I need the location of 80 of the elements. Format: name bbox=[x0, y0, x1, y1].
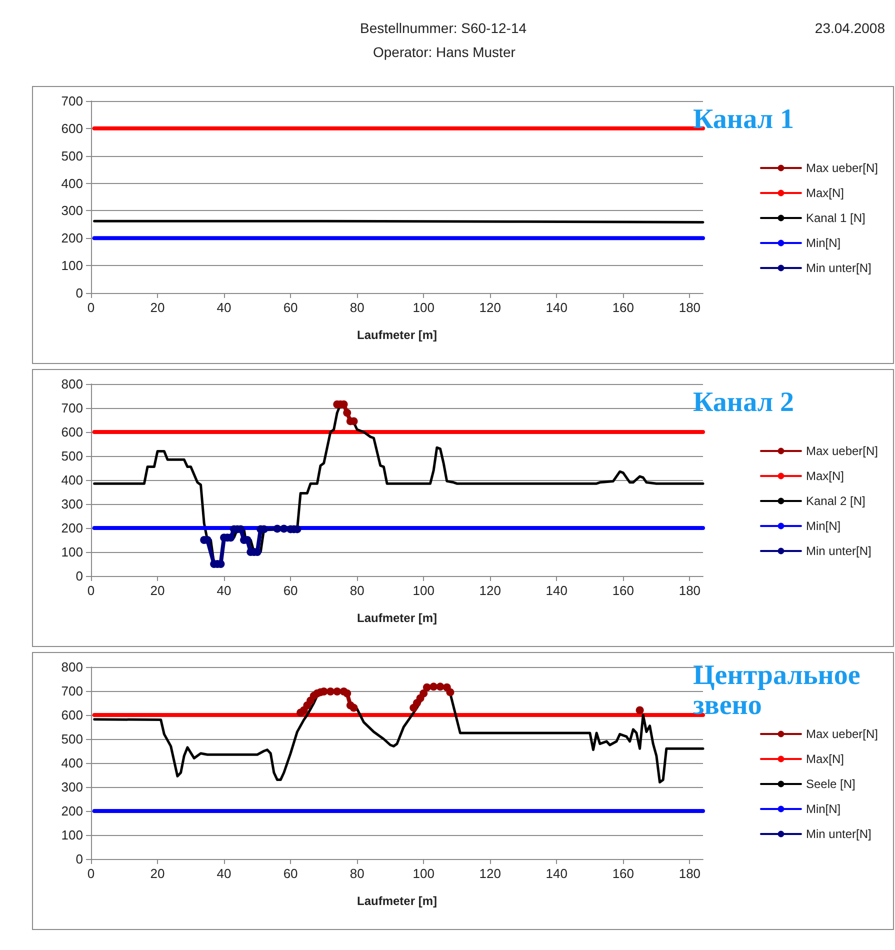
text: 23.04.2008 bbox=[814, 20, 885, 36]
y-tick-label: 400 bbox=[61, 176, 83, 191]
y-tick-label: 100 bbox=[61, 544, 83, 560]
legend-label: Min unter[N] bbox=[806, 544, 872, 558]
x-tick-label: 60 bbox=[283, 300, 298, 315]
y-tick-label: 700 bbox=[61, 400, 83, 416]
legend-label: Max ueber[N] bbox=[806, 161, 878, 175]
x-axis-title: Laufmeter [m] bbox=[356, 328, 438, 342]
y-tick-label: 500 bbox=[61, 732, 83, 746]
legend-label: Min[N] bbox=[806, 236, 841, 250]
y-tick-label: 600 bbox=[61, 424, 83, 440]
legend-label: Max[N] bbox=[806, 752, 844, 766]
text: Operator: Hans Muster bbox=[373, 44, 516, 60]
x-tick-label: 0 bbox=[87, 583, 95, 598]
x-tick-label: 180 bbox=[678, 866, 701, 881]
x-tick-label: 60 bbox=[283, 583, 298, 598]
y-tick-label: 400 bbox=[61, 472, 83, 488]
y-tick-label: 100 bbox=[61, 828, 83, 842]
y-tick-label: 0 bbox=[76, 852, 83, 866]
text: Bestellnummer: S60-12-14 bbox=[360, 20, 527, 36]
y-tick-label: 300 bbox=[61, 496, 83, 512]
y-tick-label: 0 bbox=[76, 568, 83, 584]
y-tick-label: 700 bbox=[61, 684, 83, 698]
x-tick-label: 120 bbox=[479, 866, 501, 881]
x-axis-title: Laufmeter [m] bbox=[356, 894, 438, 908]
x-tick-label: 0 bbox=[87, 866, 95, 881]
x-tick-label: 0 bbox=[87, 300, 95, 315]
legend-label: Min[N] bbox=[806, 519, 841, 533]
y-tick-label: 800 bbox=[61, 660, 83, 674]
y-tick-label: 600 bbox=[61, 120, 83, 136]
legend-label: Max[N] bbox=[806, 469, 844, 483]
legend-label: Max[N] bbox=[806, 186, 844, 200]
legend-label: Min unter[N] bbox=[806, 261, 872, 275]
y-tick-label: 600 bbox=[61, 708, 83, 722]
y-tick-label: 500 bbox=[61, 448, 83, 464]
y-tick-label: 800 bbox=[61, 376, 83, 392]
x-tick-label: 40 bbox=[216, 866, 232, 881]
legend-label: Min unter[N] bbox=[806, 827, 872, 841]
x-tick-label: 20 bbox=[150, 583, 165, 598]
legend-label: Max ueber[N] bbox=[806, 727, 878, 741]
x-tick-label: 140 bbox=[546, 300, 568, 315]
x-tick-label: 100 bbox=[412, 583, 434, 598]
x-tick-label: 100 bbox=[412, 866, 434, 881]
legend-label: Min[N] bbox=[806, 802, 841, 816]
chart-title: Канал 1 bbox=[693, 104, 796, 135]
y-tick-label: 700 bbox=[61, 94, 83, 108]
y-tick-label: 0 bbox=[76, 286, 83, 300]
y-tick-label: 100 bbox=[61, 258, 83, 274]
y-tick-label: 200 bbox=[61, 230, 83, 246]
x-tick-label: 140 bbox=[546, 583, 568, 598]
chart-title: Канал 2 bbox=[693, 387, 796, 418]
x-tick-label: 180 bbox=[678, 583, 701, 598]
legend-label: Seele [N] bbox=[806, 777, 856, 791]
x-tick-label: 40 bbox=[216, 583, 232, 598]
legend-label: Kanal 2 [N] bbox=[806, 494, 866, 508]
y-tick-label: 300 bbox=[61, 780, 83, 794]
y-tick-label: 300 bbox=[61, 203, 83, 218]
legend-label: Kanal 1 [N] bbox=[806, 211, 866, 225]
x-tick-label: 80 bbox=[350, 583, 364, 598]
x-tick-label: 80 bbox=[350, 300, 364, 315]
x-tick-label: 100 bbox=[412, 300, 434, 315]
x-tick-label: 140 bbox=[546, 866, 568, 881]
x-tick-label: 40 bbox=[216, 300, 232, 315]
text: Центральное звено bbox=[693, 660, 862, 721]
y-tick-label: 200 bbox=[61, 520, 83, 536]
x-tick-label: 160 bbox=[612, 300, 634, 315]
legend-label: Max ueber[N] bbox=[806, 444, 878, 458]
x-tick-label: 20 bbox=[150, 300, 165, 315]
x-tick-label: 20 bbox=[150, 866, 165, 881]
y-tick-label: 400 bbox=[61, 756, 83, 770]
x-tick-label: 160 bbox=[612, 583, 634, 598]
x-tick-label: 160 bbox=[612, 866, 634, 881]
x-tick-label: 80 bbox=[350, 866, 364, 881]
x-tick-label: 120 bbox=[479, 300, 501, 315]
x-tick-label: 120 bbox=[479, 583, 501, 598]
y-tick-label: 500 bbox=[61, 148, 83, 164]
x-tick-label: 180 bbox=[678, 300, 701, 315]
x-axis-title: Laufmeter [m] bbox=[356, 611, 438, 625]
x-tick-label: 60 bbox=[283, 866, 298, 881]
y-tick-label: 200 bbox=[61, 804, 83, 818]
